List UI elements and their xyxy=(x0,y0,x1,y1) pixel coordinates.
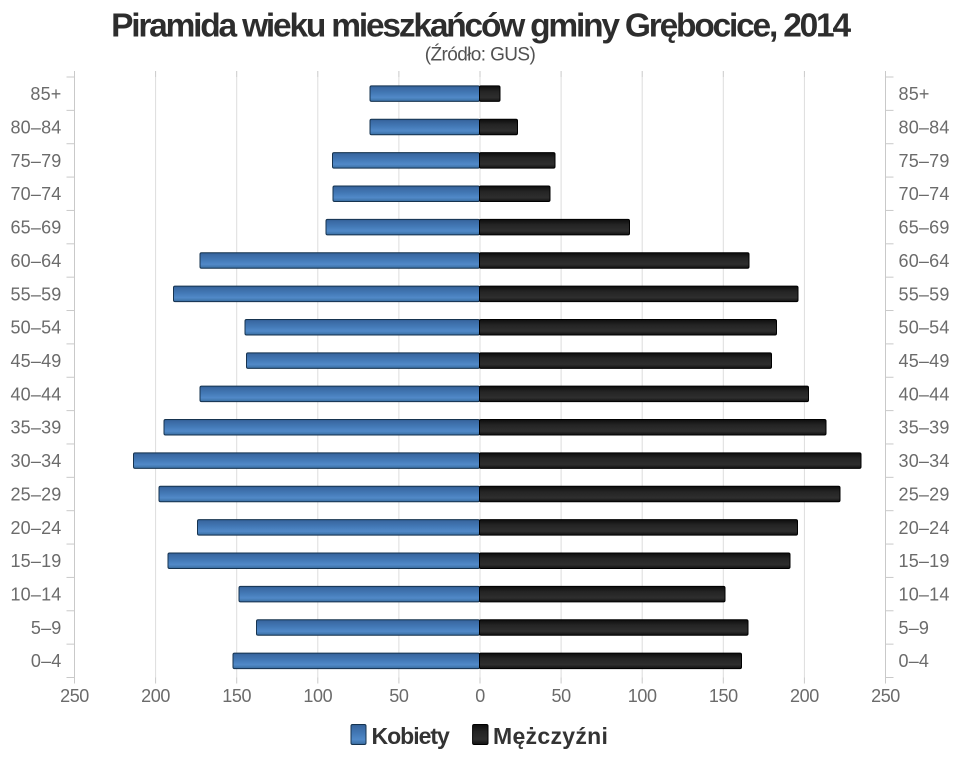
svg-text:65–69: 65–69 xyxy=(10,218,61,238)
svg-text:70–74: 70–74 xyxy=(10,184,61,204)
svg-text:25–29: 25–29 xyxy=(10,484,61,504)
svg-text:40–44: 40–44 xyxy=(899,384,950,404)
svg-text:85+: 85+ xyxy=(899,84,930,104)
svg-text:20–24: 20–24 xyxy=(10,518,61,538)
svg-text:70–74: 70–74 xyxy=(899,184,950,204)
svg-text:0–4: 0–4 xyxy=(31,651,62,671)
svg-text:Piramida wieku mieszkańców gmi: Piramida wieku mieszkańców gminy Gręboci… xyxy=(111,8,851,45)
svg-text:60–64: 60–64 xyxy=(10,251,61,271)
svg-text:50–54: 50–54 xyxy=(899,318,950,338)
svg-text:5–9: 5–9 xyxy=(899,618,930,638)
svg-text:65–69: 65–69 xyxy=(899,218,950,238)
svg-text:(Źródło: GUS): (Źródło: GUS) xyxy=(425,45,536,66)
svg-text:5–9: 5–9 xyxy=(31,618,62,638)
svg-text:100: 100 xyxy=(303,686,332,706)
svg-text:Mężczyźni: Mężczyźni xyxy=(493,723,608,749)
svg-text:75–79: 75–79 xyxy=(10,151,61,171)
svg-text:30–34: 30–34 xyxy=(899,451,950,471)
svg-text:10–14: 10–14 xyxy=(899,585,950,605)
svg-text:0–4: 0–4 xyxy=(899,651,930,671)
svg-text:250: 250 xyxy=(871,686,900,706)
svg-text:45–49: 45–49 xyxy=(10,351,61,371)
svg-text:80–84: 80–84 xyxy=(899,117,950,137)
svg-text:35–39: 35–39 xyxy=(899,418,950,438)
svg-text:50: 50 xyxy=(551,686,571,706)
svg-text:250: 250 xyxy=(60,686,89,706)
svg-text:0: 0 xyxy=(475,686,485,706)
svg-text:80–84: 80–84 xyxy=(10,117,61,137)
svg-text:Kobiety: Kobiety xyxy=(372,723,451,749)
svg-text:45–49: 45–49 xyxy=(899,351,950,371)
svg-text:40–44: 40–44 xyxy=(10,384,61,404)
svg-text:200: 200 xyxy=(141,686,170,706)
svg-text:150: 150 xyxy=(222,686,251,706)
svg-text:75–79: 75–79 xyxy=(899,151,950,171)
svg-text:55–59: 55–59 xyxy=(10,284,61,304)
svg-text:10–14: 10–14 xyxy=(10,585,61,605)
svg-text:150: 150 xyxy=(709,686,738,706)
svg-text:25–29: 25–29 xyxy=(899,484,950,504)
svg-text:35–39: 35–39 xyxy=(10,418,61,438)
svg-text:60–64: 60–64 xyxy=(899,251,950,271)
svg-text:15–19: 15–19 xyxy=(899,551,950,571)
svg-text:200: 200 xyxy=(790,686,819,706)
svg-text:30–34: 30–34 xyxy=(10,451,61,471)
svg-text:15–19: 15–19 xyxy=(10,551,61,571)
svg-text:100: 100 xyxy=(628,686,657,706)
svg-text:55–59: 55–59 xyxy=(899,284,950,304)
svg-text:85+: 85+ xyxy=(30,84,61,104)
svg-text:50–54: 50–54 xyxy=(10,318,61,338)
svg-text:20–24: 20–24 xyxy=(899,518,950,538)
svg-text:50: 50 xyxy=(389,686,409,706)
